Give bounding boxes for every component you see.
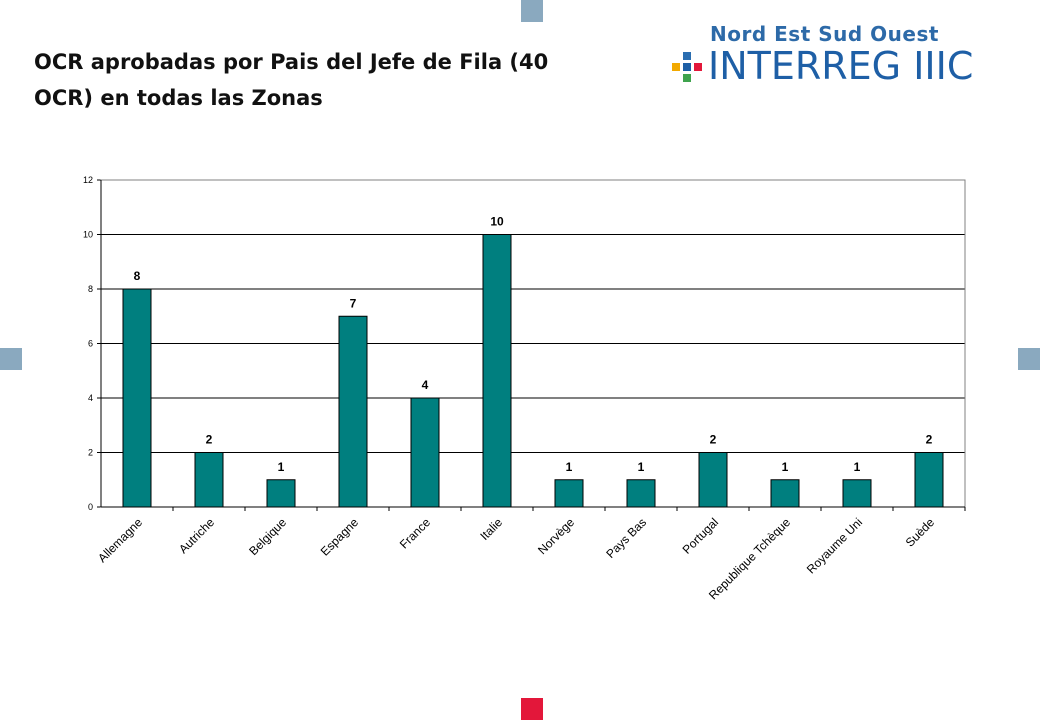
- data-label: 10: [490, 215, 504, 229]
- bar: [626, 479, 656, 508]
- x-tick-label: Royaume Uni: [804, 515, 865, 576]
- bar: [338, 315, 368, 508]
- decorative-square-bottom: [521, 698, 543, 720]
- x-tick-label: Norvège: [535, 515, 577, 557]
- bar: [842, 479, 872, 508]
- bar: [410, 397, 440, 508]
- y-tick-label: 10: [83, 230, 93, 240]
- data-label: 1: [854, 460, 861, 474]
- interreg-logo: Nord Est Sud Ouest INTERREG IIIC: [670, 22, 980, 88]
- y-tick-label: 4: [88, 393, 93, 403]
- data-label: 1: [278, 460, 285, 474]
- y-tick-label: 8: [88, 284, 93, 294]
- y-tick-label: 6: [88, 339, 93, 349]
- logo-main-text: INTERREG IIIC: [708, 44, 974, 88]
- x-tick-label: Pays Bas: [603, 515, 649, 561]
- bar: [914, 452, 944, 508]
- x-tick-label: Belgique: [246, 515, 289, 558]
- decorative-square-left: [0, 348, 22, 370]
- bar: [266, 479, 296, 508]
- data-label: 4: [422, 378, 429, 392]
- y-tick-label: 2: [88, 448, 93, 458]
- data-label: 2: [926, 433, 933, 447]
- data-label: 1: [638, 460, 645, 474]
- data-label: 2: [206, 433, 213, 447]
- x-tick-label: Suède: [903, 515, 938, 550]
- x-tick-label: Allemagne: [95, 515, 145, 565]
- bar: [194, 452, 224, 508]
- bar: [770, 479, 800, 508]
- x-tick-label: Republique Tchèque: [706, 515, 793, 602]
- data-label: 1: [782, 460, 789, 474]
- data-label: 2: [710, 433, 717, 447]
- data-label: 1: [566, 460, 573, 474]
- logo-top-text: Nord Est Sud Ouest: [710, 22, 939, 46]
- x-tick-label: Italie: [477, 515, 505, 543]
- slide-title: OCR aprobadas por Pais del Jefe de Fila …: [34, 50, 549, 110]
- x-tick-label: Portugal: [680, 515, 722, 557]
- y-tick-label: 12: [83, 175, 93, 185]
- bar: [554, 479, 584, 508]
- bar: [698, 452, 728, 508]
- x-tick-label: France: [397, 515, 434, 552]
- data-label: 7: [350, 296, 357, 310]
- x-tick-label: Autriche: [176, 515, 217, 556]
- data-label: 8: [134, 269, 141, 283]
- logo-cross-mark-icon: [672, 52, 702, 82]
- y-tick-label: 0: [88, 502, 93, 512]
- bar: [122, 288, 152, 508]
- bar: [482, 234, 512, 508]
- x-tick-label: Espagne: [318, 515, 362, 559]
- decorative-square-right: [1018, 348, 1040, 370]
- decorative-square-top: [521, 0, 543, 22]
